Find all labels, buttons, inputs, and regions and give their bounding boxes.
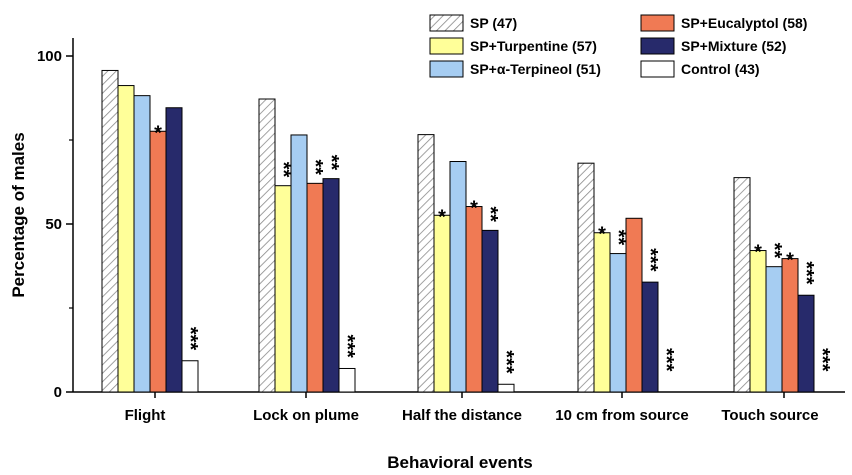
bar bbox=[274, 185, 292, 393]
y-tick-label: 0 bbox=[54, 384, 62, 401]
legend-swatch bbox=[429, 37, 464, 55]
bar bbox=[258, 98, 276, 393]
bar bbox=[481, 229, 499, 393]
legend-item: SP+Mixture (52) bbox=[640, 37, 786, 55]
legend-swatch bbox=[640, 37, 675, 55]
significance-mark: ** bbox=[763, 243, 785, 259]
legend-swatch bbox=[640, 14, 675, 32]
bar bbox=[593, 232, 611, 393]
x-category-label: 10 cm from source bbox=[555, 407, 688, 424]
significance-mark: ** bbox=[479, 206, 501, 222]
bar bbox=[417, 134, 435, 393]
legend-swatch bbox=[429, 60, 464, 78]
bar bbox=[497, 383, 515, 393]
bar bbox=[117, 85, 135, 393]
bar bbox=[449, 161, 467, 393]
bar bbox=[165, 107, 183, 393]
bar bbox=[749, 250, 767, 393]
significance-marks: ****** ******** * ****** ********* ** ******* bbox=[154, 122, 833, 374]
bars bbox=[101, 69, 815, 393]
significance-mark: *** bbox=[795, 261, 817, 285]
legend-swatch bbox=[640, 60, 675, 78]
legend-item: Control (43) bbox=[640, 60, 760, 78]
significance-mark: ** bbox=[272, 162, 294, 178]
x-category-label: Touch source bbox=[721, 407, 818, 424]
y-tick-label: 50 bbox=[45, 216, 62, 233]
legend-item: SP+Turpentine (57) bbox=[429, 37, 597, 55]
significance-mark: *** bbox=[495, 350, 517, 374]
significance-mark: * bbox=[470, 198, 478, 220]
legend-label: SP+Turpentine (57) bbox=[470, 38, 597, 54]
legend-item: SP+Eucalyptol (58) bbox=[640, 14, 807, 32]
significance-mark: *** bbox=[811, 348, 833, 372]
bar bbox=[465, 206, 483, 393]
significance-mark: * bbox=[154, 122, 162, 144]
x-category-label: Half the distance bbox=[402, 407, 522, 424]
legend-item: SP+α-Terpineol (51) bbox=[429, 60, 601, 78]
bar bbox=[306, 182, 324, 393]
x-axis-title: Behavioral events bbox=[387, 453, 533, 472]
bar bbox=[133, 95, 151, 393]
legend-label: SP+Mixture (52) bbox=[681, 38, 786, 54]
y-tick-label: 100 bbox=[37, 48, 62, 65]
significance-mark: * bbox=[754, 242, 762, 264]
legend-label: SP+α-Terpineol (51) bbox=[470, 61, 601, 77]
bar bbox=[641, 281, 659, 393]
significance-mark: ** bbox=[607, 230, 629, 246]
bar bbox=[797, 294, 815, 393]
bar bbox=[609, 253, 627, 393]
significance-mark: ** bbox=[304, 159, 326, 175]
bar bbox=[577, 162, 595, 393]
bar bbox=[181, 360, 199, 393]
bar bbox=[149, 130, 167, 393]
bar bbox=[101, 69, 119, 393]
significance-mark: ** bbox=[320, 155, 342, 171]
y-ticks: 100 50 0 bbox=[37, 48, 73, 401]
x-category-label: Flight bbox=[125, 407, 166, 424]
significance-mark: * bbox=[438, 206, 446, 228]
legend: SP (47) SP+Turpentine (57) SP+α-Terpineo… bbox=[429, 14, 807, 78]
significance-mark: * bbox=[598, 224, 606, 246]
bar bbox=[733, 177, 751, 393]
bar bbox=[433, 214, 451, 393]
bar bbox=[322, 178, 340, 393]
bar bbox=[765, 266, 783, 393]
x-categories: Flight Lock on plume Half the distance 1… bbox=[125, 392, 819, 424]
legend-item: SP (47) bbox=[429, 14, 517, 32]
significance-mark: *** bbox=[179, 327, 201, 351]
significance-mark: *** bbox=[336, 334, 358, 358]
y-axis-title: Percentage of males bbox=[9, 132, 28, 297]
x-category-label: Lock on plume bbox=[253, 407, 359, 424]
legend-swatch bbox=[429, 14, 464, 32]
legend-label: Control (43) bbox=[681, 61, 760, 77]
legend-label: SP+Eucalyptol (58) bbox=[681, 15, 807, 31]
significance-mark: *** bbox=[655, 348, 677, 372]
significance-mark: * bbox=[786, 250, 794, 272]
bar bbox=[338, 367, 356, 393]
significance-mark: *** bbox=[639, 248, 661, 272]
legend-label: SP (47) bbox=[470, 15, 517, 31]
